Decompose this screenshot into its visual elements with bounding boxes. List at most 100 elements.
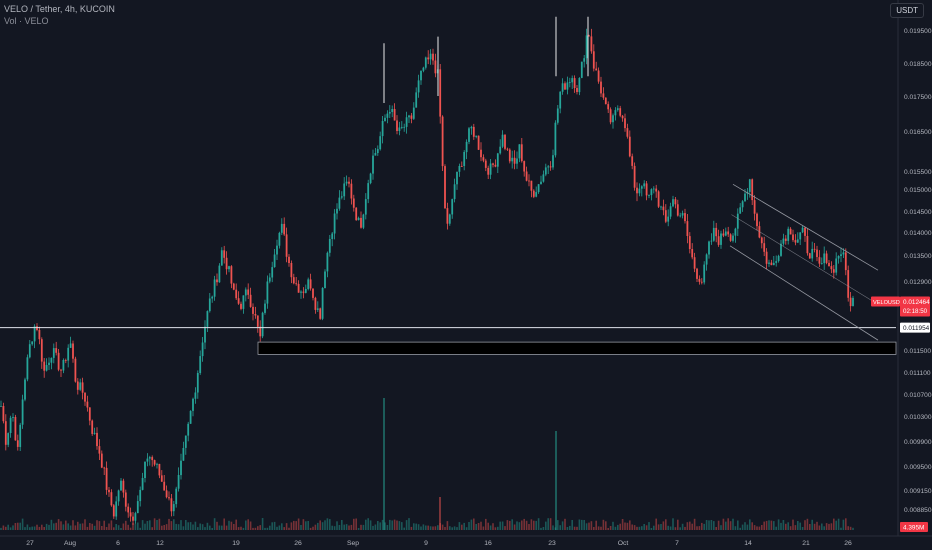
candle-body (487, 167, 490, 175)
candle-body (638, 188, 641, 194)
volume-bar (669, 526, 672, 530)
candle-body (192, 398, 194, 411)
volume-bar (773, 521, 775, 530)
candle-body (789, 228, 792, 235)
candle-body (302, 291, 305, 293)
candle-body (295, 283, 298, 285)
volume-bar (391, 520, 393, 530)
volume-bar (345, 524, 348, 530)
candle-body (544, 167, 547, 175)
volume-bar (300, 525, 302, 530)
candle-body (148, 457, 151, 459)
volume-bar (396, 520, 398, 530)
candle-body (444, 166, 446, 209)
volume-bar (381, 519, 384, 530)
volume-bar (662, 521, 665, 530)
candle-body (734, 228, 737, 236)
volume-value-tag: 4.395M (903, 525, 924, 532)
candle-body (290, 263, 293, 278)
candle-body (386, 113, 389, 118)
candle-body (268, 277, 271, 282)
candle-body (199, 356, 202, 373)
volume-bar (847, 526, 849, 530)
volume-bar (319, 520, 321, 530)
candle-body (844, 252, 847, 271)
candle-body (384, 117, 386, 121)
candle-body (242, 295, 245, 309)
volume-bar (477, 523, 480, 530)
symbol-title[interactable]: VELO / Tether, 4h, KUCOIN (4, 4, 115, 14)
volume-bar (192, 524, 194, 530)
volume-bar (247, 519, 249, 530)
candle-body (31, 341, 34, 345)
volume-bar (677, 519, 679, 530)
volume-bar (660, 524, 662, 530)
candle-body (588, 35, 590, 37)
candle-body (182, 448, 185, 461)
candle-body (403, 126, 406, 128)
volume-bar (288, 527, 290, 530)
candle-body (91, 420, 94, 434)
volume-bar (801, 527, 804, 530)
candle-body (367, 183, 370, 200)
volume-bar (609, 526, 612, 530)
candle-body (604, 97, 607, 105)
candle-body (105, 467, 108, 490)
volume-bar (17, 522, 19, 530)
candle-body (626, 128, 629, 137)
candle-body (14, 417, 17, 441)
last-price-value: 0.012464 (903, 299, 930, 306)
volume-bar (417, 524, 420, 530)
volume-indicator-label[interactable]: Vol · VELO (4, 16, 49, 26)
volume-bar (93, 525, 96, 530)
volume-bar (211, 528, 213, 530)
volume-bar (631, 524, 633, 530)
volume-bar (41, 524, 43, 530)
candle-body (304, 289, 307, 293)
candle-body (463, 152, 466, 166)
volume-bar (583, 520, 585, 530)
volume-bar (122, 523, 125, 530)
x-tick-label: 16 (484, 540, 492, 547)
candle-body (379, 136, 382, 150)
volume-bar (441, 524, 444, 530)
last-price-bg (900, 296, 930, 317)
volume-bar (338, 525, 341, 530)
volume-bar (698, 526, 701, 530)
volume-bar (398, 521, 401, 530)
volume-bar (564, 518, 566, 530)
candle-body (614, 110, 617, 116)
candle-body (319, 308, 322, 319)
candle-body (460, 166, 463, 167)
volume-bar (741, 524, 744, 530)
volume-bar (5, 526, 7, 530)
candle-body (360, 217, 362, 228)
volume-bar (765, 520, 768, 530)
candle-body (278, 232, 281, 246)
volume-bar (672, 518, 674, 530)
volume-bar (360, 524, 362, 530)
candle-body (532, 190, 535, 197)
volume-bar (427, 525, 429, 530)
volume-bar (19, 522, 21, 530)
candle-body (607, 104, 610, 110)
y-tick-label: 0.013500 (904, 253, 932, 260)
currency-button[interactable]: USDT (890, 3, 924, 18)
candle-body (592, 51, 595, 69)
candle-body (732, 235, 734, 241)
candle-body (276, 245, 278, 255)
volume-bar (626, 522, 629, 530)
candle-body (410, 115, 413, 119)
x-tick-label: 21 (802, 540, 810, 547)
candle-body (494, 164, 497, 167)
candle-body (684, 213, 686, 222)
volume-bar (787, 522, 789, 530)
last-price-tag: VELOUSDT 0.012464 02:18:50 (871, 296, 930, 317)
candle-body (748, 179, 751, 192)
candle-body (640, 186, 643, 189)
candle-body (446, 208, 449, 224)
candle-body (595, 68, 598, 71)
channel-upper-line (732, 183, 879, 271)
candle-body (151, 457, 154, 461)
